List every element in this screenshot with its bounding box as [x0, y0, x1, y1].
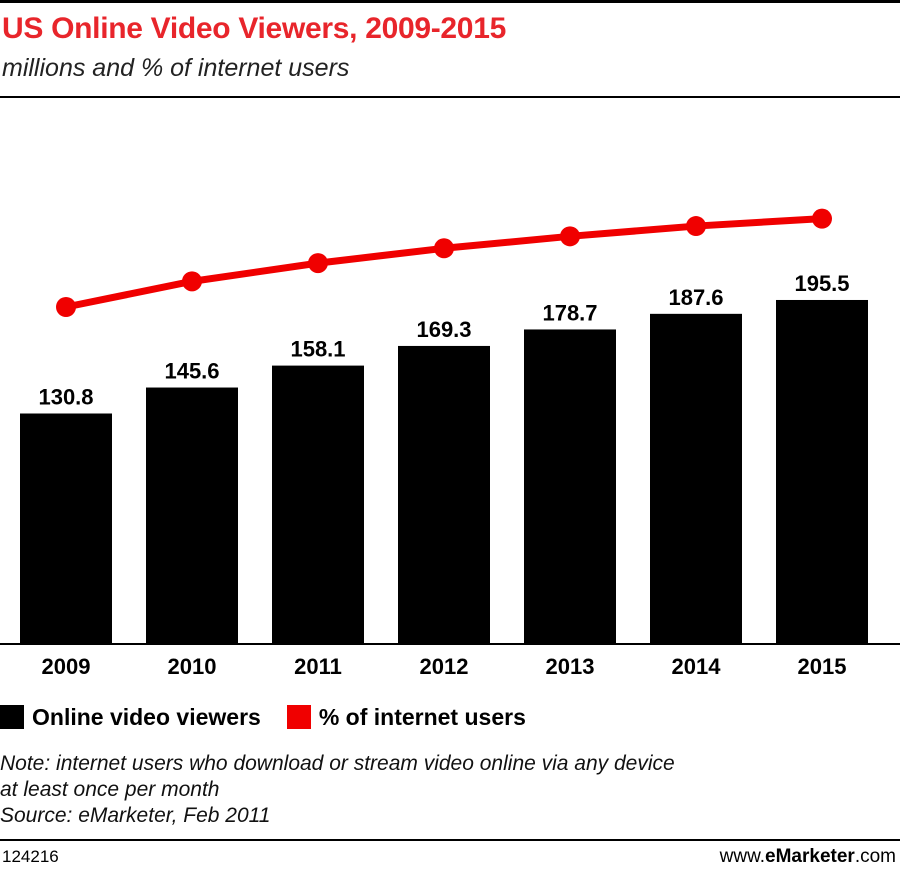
- bar-value-label: 130.8: [38, 384, 93, 409]
- legend-label-line: % of internet users: [318, 703, 526, 730]
- line-point-2015: [812, 208, 832, 229]
- x-tick-label: 2011: [294, 654, 342, 679]
- x-tick-label: 2010: [168, 654, 217, 679]
- bar-2014: [650, 313, 742, 643]
- line-point-2010: [182, 271, 202, 292]
- brand-name: eMarketer: [765, 846, 855, 867]
- brand-prefix: www.: [719, 846, 766, 867]
- source-line: Source: eMarketer, Feb 2011: [0, 804, 271, 827]
- x-tick-label: 2014: [672, 654, 722, 679]
- line-point-2011: [308, 253, 328, 274]
- note-line-1: Note: internet users who download or str…: [0, 752, 675, 775]
- bar-2015: [776, 299, 868, 643]
- line-point-2012: [434, 238, 454, 259]
- bar-value-label: 145.6: [164, 359, 219, 384]
- line-value-label: 68.2%: [290, 285, 350, 308]
- line-value-label: 60.5%: [38, 329, 98, 352]
- x-tick-label: 2013: [546, 654, 595, 679]
- legend-swatch-line: [286, 705, 311, 729]
- x-tick-label: 2009: [42, 654, 91, 679]
- brand-link[interactable]: www.eMarketer.com: [720, 846, 896, 868]
- line-value-label: 65.0%: [164, 303, 224, 326]
- bar-2009: [20, 413, 112, 643]
- legend-swatch-bars: [0, 705, 24, 729]
- bar-value-label: 195.5: [794, 271, 849, 296]
- title-divider: [0, 96, 900, 98]
- legend: Online video viewers % of internet users: [0, 700, 526, 734]
- line-value-label: 70.8%: [416, 270, 476, 293]
- line-value-label: 72.9%: [542, 258, 602, 281]
- line-point-2009: [56, 297, 76, 317]
- chart-title: US Online Video Viewers, 2009-2015: [2, 12, 506, 45]
- line-point-2014: [686, 216, 706, 237]
- bar-2010: [146, 387, 238, 643]
- bar-value-label: 169.3: [416, 317, 471, 342]
- legend-label-bars: Online video viewers: [32, 703, 261, 730]
- top-rule: [0, 0, 900, 3]
- brand-suffix: .com: [854, 846, 896, 867]
- bar-2012: [398, 345, 490, 643]
- x-tick-label: 2012: [420, 654, 469, 679]
- bar-2011: [272, 365, 364, 643]
- footer-divider: [0, 839, 900, 841]
- bar-value-label: 178.7: [542, 300, 597, 325]
- bar-value-label: 158.1: [290, 337, 345, 362]
- line-point-2013: [560, 226, 580, 247]
- chart-note: Note: internet users who download or str…: [0, 751, 900, 829]
- bar-2013: [524, 329, 616, 643]
- chart-subtitle: millions and % of internet users: [2, 54, 350, 82]
- chart-area: 130.8 2009 145.6 2010 158.1 2011 169.3 2012 178.…: [0, 208, 900, 679]
- x-tick-label: 2015: [798, 654, 847, 679]
- note-line-2: at least once per month: [0, 778, 220, 801]
- line-value-label: 76.0%: [794, 241, 854, 264]
- line-value-label: 74.7%: [668, 248, 728, 271]
- chart-id: 124216: [2, 847, 59, 866]
- bar-value-label: 187.6: [668, 285, 723, 310]
